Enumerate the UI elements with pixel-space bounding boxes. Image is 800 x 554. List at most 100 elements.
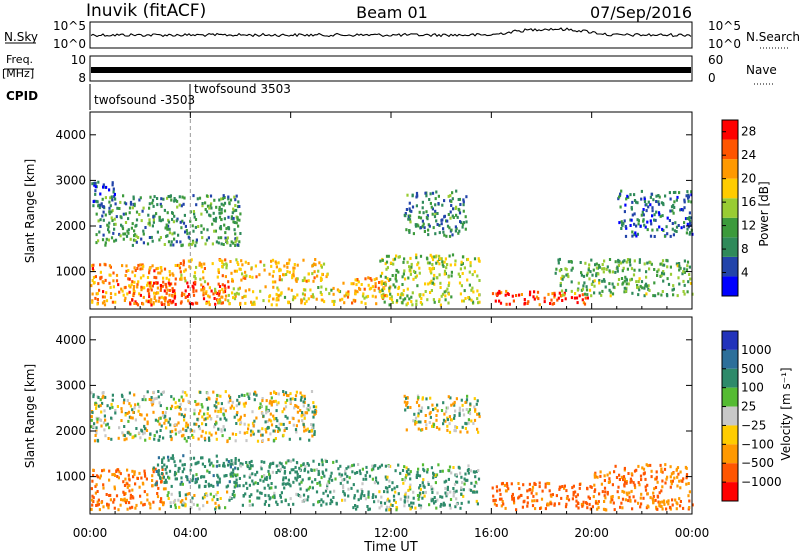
data-region xyxy=(152,454,242,489)
x-tick-label: 12:00 xyxy=(374,526,409,540)
beam-title: Beam 01 xyxy=(356,3,428,22)
x-tick-label: 00:00 xyxy=(73,526,108,540)
colorbar-tick-label: 24 xyxy=(741,148,756,162)
data-region xyxy=(617,189,694,238)
y-tick-label: 3000 xyxy=(55,173,86,187)
colorbar-tick-label: 28 xyxy=(741,125,756,139)
data-region xyxy=(90,467,167,512)
x-tick-label: 16:00 xyxy=(474,526,509,540)
data-region xyxy=(91,180,117,210)
velocity-panel: 1000 2000 3000 4000 00:00 04:00 08:00 12:00 16:0… xyxy=(55,317,709,540)
colorbar-tick-label: 1000 xyxy=(741,343,772,357)
cpid-entry-0: twofsound -3503 xyxy=(94,93,195,107)
y-tick-label: 1000 xyxy=(55,470,86,484)
y-tick-label: 1000 xyxy=(55,265,86,279)
colorbar-tick-label: 25 xyxy=(741,400,756,414)
colorbar-tick-label: 500 xyxy=(741,362,764,376)
data-region xyxy=(90,390,318,444)
freq-trace xyxy=(91,67,691,73)
y-tick-label: 2000 xyxy=(55,424,86,438)
nsky-trace xyxy=(90,27,692,38)
date-title: 07/Sep/2016 xyxy=(590,3,692,22)
colorbar-swatch xyxy=(722,368,738,388)
velocity-ylabel: Slant Range [km] xyxy=(23,364,37,468)
x-tick-label: 04:00 xyxy=(173,526,208,540)
colorbar-swatch xyxy=(722,256,738,277)
colorbar-tick-label: −100 xyxy=(741,437,774,451)
nsky-tick-top: 10^5 xyxy=(53,19,86,33)
data-region xyxy=(491,481,593,512)
colorbar-swatch xyxy=(722,463,738,483)
power-colorbar: 4 8 12 16 20 24 28 xyxy=(721,119,756,297)
data-region xyxy=(341,276,394,306)
data-region xyxy=(378,253,481,307)
data-region xyxy=(591,463,694,512)
velocity-panel-frame xyxy=(89,316,693,515)
colorbar-swatch xyxy=(722,237,738,257)
nave-tick-bottom: 0 xyxy=(708,71,716,85)
data-region xyxy=(203,285,342,307)
colorbar-swatch xyxy=(722,120,738,140)
data-region xyxy=(403,189,468,238)
nsearch-tick-top: 10^5 xyxy=(708,19,741,33)
colorbar-swatch xyxy=(722,482,738,501)
colorbar-swatch xyxy=(722,406,738,426)
freq-tick-top: 10 xyxy=(71,53,86,67)
colorbar-tick-label: 16 xyxy=(741,195,756,209)
colorbar-frame xyxy=(721,119,739,297)
nsky-label: N.Sky xyxy=(4,30,38,44)
colorbar-swatch xyxy=(722,331,738,350)
colorbar-swatch xyxy=(722,159,738,179)
nsky-panel xyxy=(89,21,693,49)
colorbar-swatch xyxy=(722,444,738,464)
colorbar-frame xyxy=(721,330,739,502)
y-tick-label: 4000 xyxy=(55,128,86,142)
station-title: Inuvik (fitACF) xyxy=(86,1,206,21)
freq-label: Freq. xyxy=(6,53,33,66)
data-region xyxy=(178,258,329,284)
time-axis-label: Time UT xyxy=(363,540,417,554)
power-colorbar-label: Power [dB] xyxy=(757,181,771,246)
colorbar-tick-label: −1000 xyxy=(741,475,782,489)
data-region xyxy=(340,463,481,512)
data-region xyxy=(128,281,230,307)
nave-label: Nave xyxy=(746,63,777,77)
colorbar-tick-label: 20 xyxy=(741,172,756,186)
colorbar-swatch xyxy=(722,198,738,218)
x-tick-label: 00:00 xyxy=(675,526,710,540)
colorbar-tick-label: −25 xyxy=(741,418,766,432)
velocity-colorbar: 1000 500 100 25 −25 −100 −500 −1000 xyxy=(721,330,782,502)
x-tick-label: 08:00 xyxy=(273,526,308,540)
cpid-label: CPID xyxy=(6,89,38,103)
colorbar-tick-label: 12 xyxy=(741,219,756,233)
nsky-tick-bottom: 10^0 xyxy=(53,37,86,51)
y-tick-label: 3000 xyxy=(55,378,86,392)
freq-panel xyxy=(89,55,693,82)
colorbar-swatch xyxy=(722,349,738,369)
data-region xyxy=(554,257,694,298)
power-ylabel: Slant Range [km] xyxy=(23,159,37,263)
colorbar-swatch xyxy=(722,178,738,199)
cpid-entry-1: twofsound 3503 xyxy=(194,82,291,96)
freq-unit: [MHz] xyxy=(2,67,34,80)
data-region xyxy=(166,490,229,511)
colorbar-tick-label: −500 xyxy=(741,456,774,470)
colorbar-swatch xyxy=(722,276,738,296)
y-tick-label: 4000 xyxy=(55,333,86,347)
velocity-colorbar-label: Velocity [m s⁻¹] xyxy=(779,367,793,460)
colorbar-swatch xyxy=(722,387,738,407)
colorbar-swatch xyxy=(722,425,738,445)
data-region xyxy=(228,458,342,507)
colorbar-swatch xyxy=(722,139,738,160)
y-tick-label: 2000 xyxy=(55,219,86,233)
colorbar-tick-label: 8 xyxy=(741,242,749,256)
freq-tick-bottom: 8 xyxy=(78,71,86,85)
x-tick-label: 20:00 xyxy=(574,526,609,540)
nsearch-tick-bottom: 10^0 xyxy=(708,37,741,51)
nsearch-label: N.Search xyxy=(746,30,800,44)
colorbar-tick-label: 100 xyxy=(741,381,764,395)
data-region xyxy=(491,289,589,307)
data-region xyxy=(95,194,242,248)
data-region xyxy=(403,394,481,434)
